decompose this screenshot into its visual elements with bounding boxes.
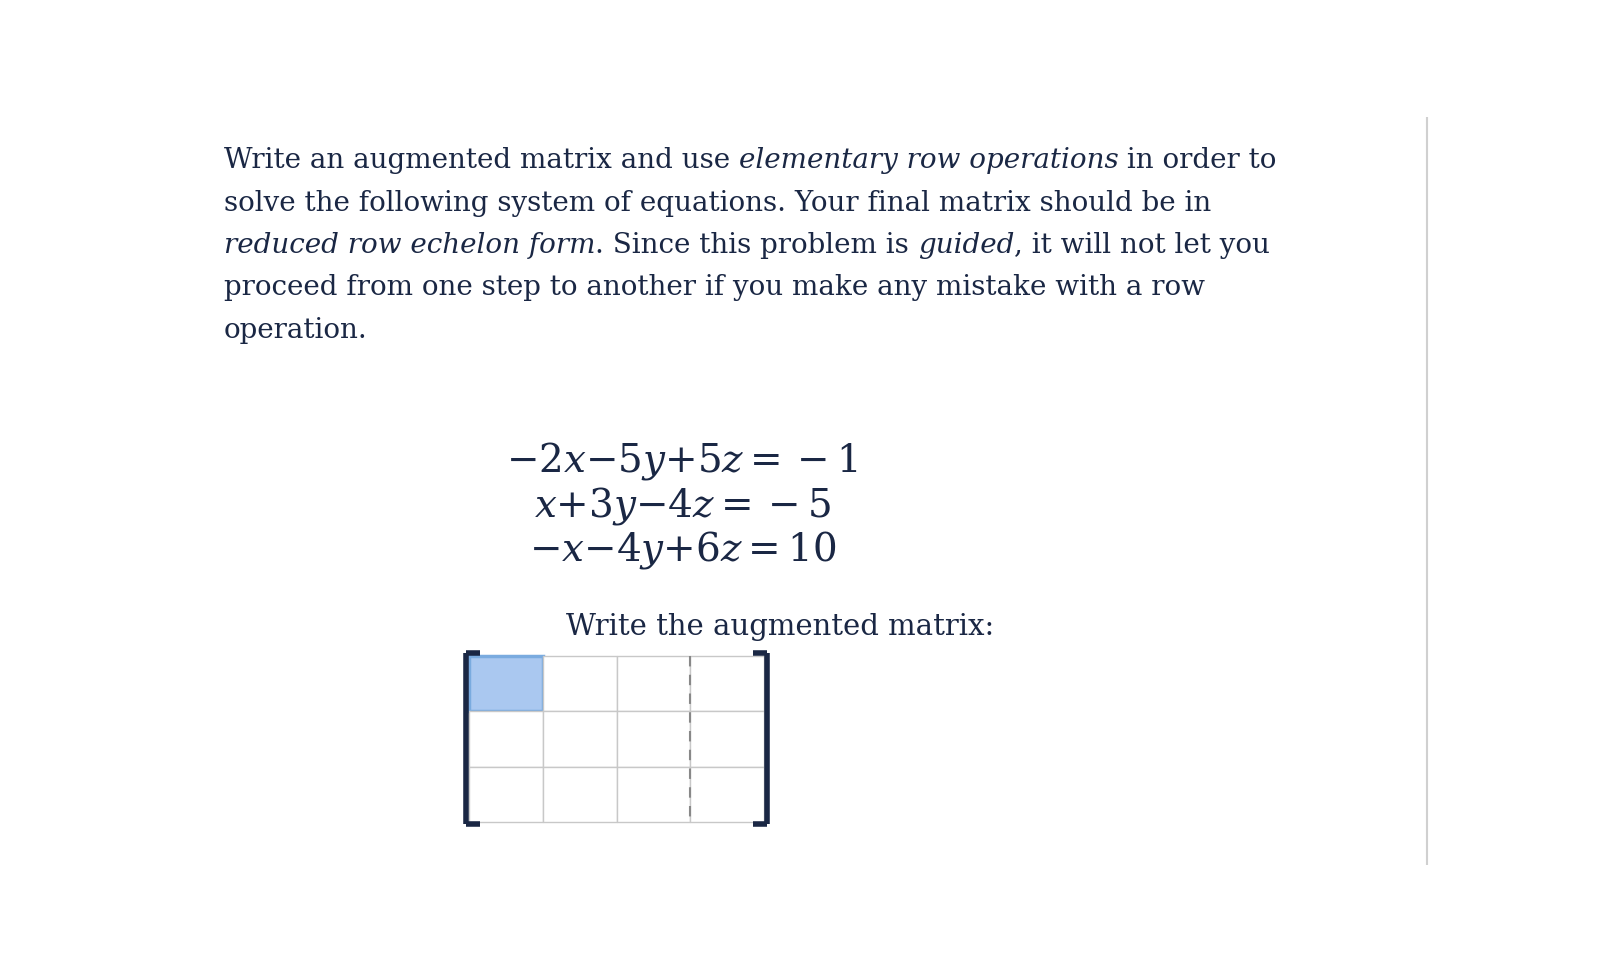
- Bar: [690, 656, 764, 712]
- Bar: [690, 767, 764, 822]
- Text: $x{+}3y{-}4z = -5$: $x{+}3y{-}4z = -5$: [533, 485, 831, 527]
- Text: , it will not let you: , it will not let you: [1015, 232, 1270, 260]
- Text: Write the augmented matrix:: Write the augmented matrix:: [566, 613, 994, 642]
- Text: $-x{-}4y{+}6z = 10$: $-x{-}4y{+}6z = 10$: [528, 530, 837, 572]
- Bar: [469, 767, 543, 822]
- Text: . Since this problem is: . Since this problem is: [595, 232, 918, 260]
- Bar: [469, 712, 543, 767]
- Bar: [543, 656, 617, 712]
- Bar: [617, 656, 690, 712]
- Text: in order to: in order to: [1118, 148, 1277, 174]
- Text: proceed from one step to another if you make any mistake with a row: proceed from one step to another if you …: [223, 274, 1204, 301]
- Bar: [617, 767, 690, 822]
- Bar: [543, 712, 617, 767]
- Bar: [469, 656, 543, 712]
- Text: operation.: operation.: [223, 317, 367, 344]
- Text: Write an augmented matrix and use: Write an augmented matrix and use: [223, 148, 739, 174]
- Bar: [543, 767, 617, 822]
- Bar: [690, 712, 764, 767]
- Text: guided: guided: [918, 232, 1015, 260]
- Text: reduced row echelon form: reduced row echelon form: [223, 232, 595, 260]
- Text: $-2x{-}5y{+}5z = -1$: $-2x{-}5y{+}5z = -1$: [506, 440, 858, 482]
- Text: solve the following system of equations. Your final matrix should be in: solve the following system of equations.…: [223, 190, 1210, 217]
- Text: elementary row operations: elementary row operations: [739, 148, 1118, 174]
- Bar: [617, 712, 690, 767]
